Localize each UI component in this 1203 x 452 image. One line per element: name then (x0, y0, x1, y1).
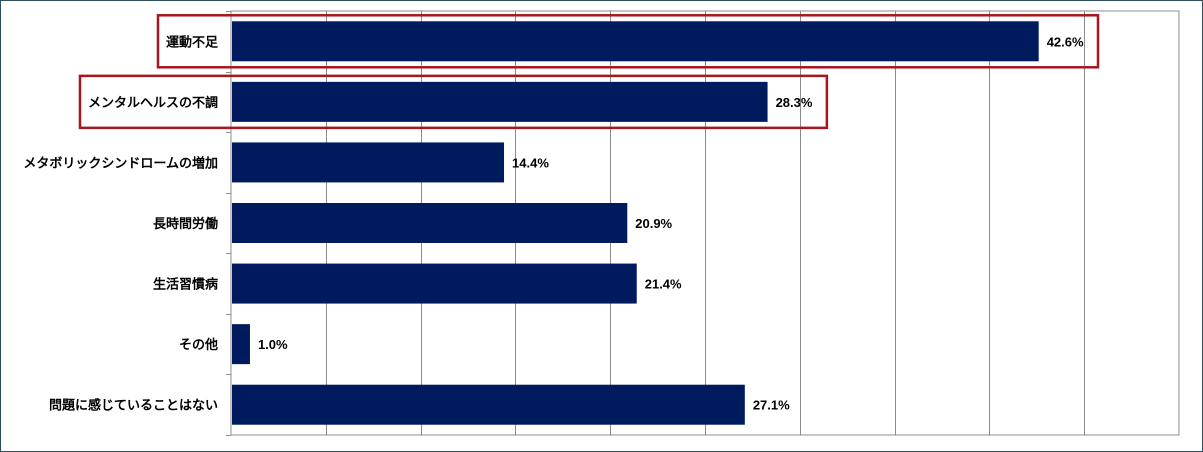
value-label: 42.6% (1047, 34, 1084, 49)
category-label: 長時間労働 (153, 216, 218, 232)
bar (232, 324, 250, 365)
plot-area-border (230, 10, 1180, 436)
value-label: 28.3% (776, 95, 813, 110)
bar (232, 263, 637, 304)
gridlines (226, 11, 1085, 436)
category-label: その他 (179, 337, 218, 353)
bars (232, 21, 1039, 425)
bar (232, 142, 505, 183)
category-label: 生活習慣病 (153, 277, 218, 293)
category-label: 問題に感じていることはない (49, 398, 218, 414)
highlight-boxes (78, 14, 1100, 130)
highlight-box (156, 14, 1100, 69)
bar (232, 21, 1039, 62)
value-label: 20.9% (635, 216, 672, 231)
category-label: 運動不足 (166, 34, 219, 50)
value-label: 27.1% (753, 398, 790, 413)
highlight-box (78, 74, 829, 130)
category-labels: 運動不足メンタルヘルスの不調メタボリックシンドロームの増加長時間労働生活習慣病そ… (23, 34, 219, 413)
value-label: 1.0% (258, 337, 288, 352)
bar (232, 384, 745, 425)
bar (232, 81, 768, 122)
value-label: 14.4% (512, 155, 549, 170)
category-label: メタボリックシンドロームの増加 (23, 155, 218, 171)
value-label: 21.4% (645, 277, 682, 292)
value-labels: 42.6% 28.3% 14.4% 20.9% 21.4% 1.0% 27.1% (258, 34, 1084, 412)
category-label: メンタルヘルスの不調 (88, 95, 218, 111)
bar (232, 203, 628, 243)
